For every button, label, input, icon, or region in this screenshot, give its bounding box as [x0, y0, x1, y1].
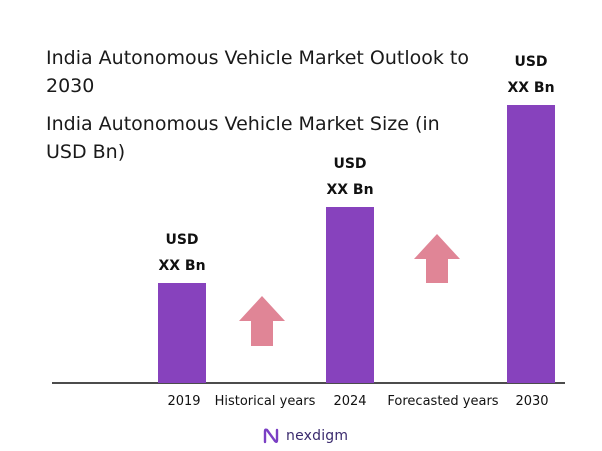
bars-group: [158, 105, 555, 383]
chart-subtitle: India Autonomous Vehicle Market Size (in…: [46, 113, 440, 163]
bar-2024: [326, 207, 374, 383]
bar-value-amount: XX Bn: [158, 258, 206, 274]
brand-name: nexdigm: [286, 428, 349, 444]
period-label-historical: Historical years: [214, 394, 316, 409]
x-tick-label-2024: 2024: [333, 394, 367, 409]
bar-value-label-2024: USD XX Bn: [305, 151, 395, 203]
x-tick-label-2030: 2030: [515, 394, 549, 409]
bar-value-currency: USD: [514, 54, 548, 70]
x-tick-label-2019: 2019: [167, 394, 201, 409]
up-arrow-icon-historical: [239, 296, 285, 346]
bar-value-amount: XX Bn: [507, 80, 555, 96]
bar-value-currency: USD: [165, 232, 199, 248]
brand-logo: nexdigm: [262, 426, 348, 446]
up-arrow-icon-forecast: [414, 234, 460, 283]
nexdigm-logo-icon: [263, 428, 279, 444]
bar-value-label-2019: USD XX Bn: [137, 227, 227, 279]
bar-value-label-2030: USD XX Bn: [486, 49, 576, 101]
bar-2030: [507, 105, 555, 383]
chart-title: India Autonomous Vehicle Market Outlook …: [46, 47, 469, 97]
period-label-forecast: Forecasted years: [387, 394, 499, 409]
bar-value-currency: USD: [333, 156, 367, 172]
bar-2019: [158, 283, 206, 383]
bar-value-amount: XX Bn: [326, 182, 374, 198]
